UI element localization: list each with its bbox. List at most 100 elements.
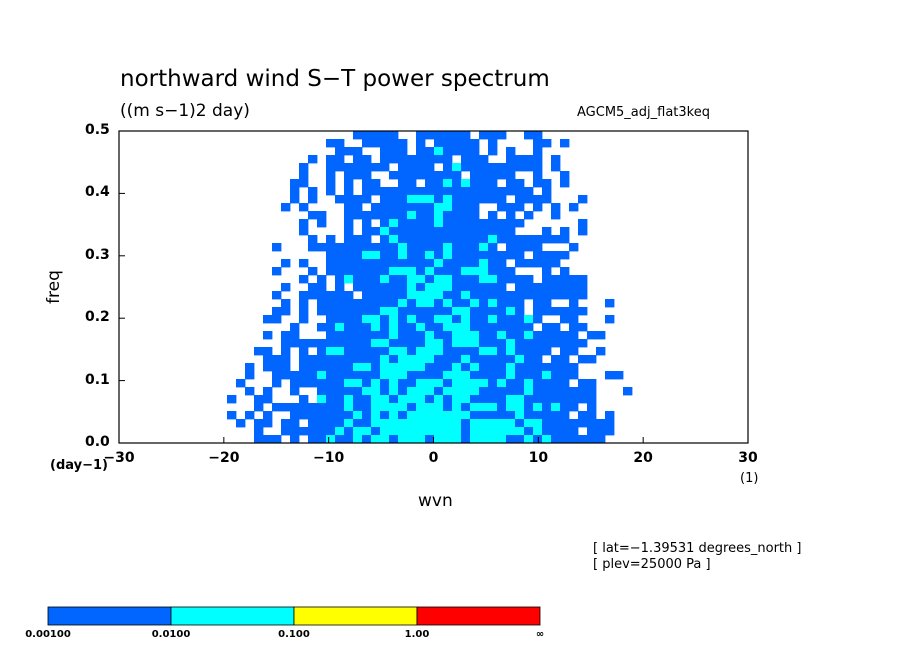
contour-cell: [479, 307, 489, 316]
contour-cell: [443, 291, 453, 300]
contour-cell: [524, 347, 534, 356]
contour-cell: [470, 331, 480, 340]
contour-cell: [380, 283, 390, 292]
contour-cell: [326, 251, 336, 260]
contour-cell: [380, 403, 390, 412]
contour-cell: [362, 267, 372, 276]
contour-cell: [344, 395, 354, 404]
y-axis-unit: (day−1): [50, 458, 108, 473]
contour-cell: [308, 283, 318, 292]
contour-cell: [461, 163, 471, 172]
contour-cell: [434, 347, 444, 356]
contour-cell: [317, 363, 327, 372]
colorbar-swatch: [47, 606, 172, 626]
contour-cell: [389, 283, 399, 292]
contour-cell: [380, 155, 390, 164]
contour-cell: [551, 155, 561, 164]
contour-cell: [317, 243, 327, 252]
contour-cell: [452, 195, 462, 204]
contour-cell: [335, 259, 345, 268]
contour-cell: [560, 347, 570, 356]
contour-cell: [290, 387, 300, 396]
contour-cell: [272, 243, 282, 252]
contour-cell: [515, 363, 525, 372]
contour-cell: [497, 419, 507, 428]
contour-cell: [236, 379, 246, 388]
contour-cell: [317, 395, 327, 404]
contour-cell: [488, 243, 498, 252]
contour-cell: [587, 427, 597, 436]
axis-ticks: [118, 130, 749, 444]
contour-cell: [317, 435, 327, 444]
contour-cell: [461, 243, 471, 252]
contour-cell: [569, 387, 579, 396]
contour-cell: [497, 347, 507, 356]
contour-cell: [569, 315, 579, 324]
contour-cell: [524, 275, 534, 284]
contour-cell: [380, 139, 390, 148]
contour-cell: [299, 379, 309, 388]
contour-cell: [371, 139, 381, 148]
contour-cell: [272, 435, 282, 444]
contour-cell: [452, 259, 462, 268]
contour-cell: [344, 211, 354, 220]
contour-cell: [362, 227, 372, 236]
contour-cell: [254, 395, 264, 404]
contour-cell: [371, 131, 381, 140]
contour-cell: [524, 427, 534, 436]
contour-cell: [533, 291, 543, 300]
contour-cell: [371, 275, 381, 284]
contour-cell: [533, 363, 543, 372]
contour-cell: [479, 323, 489, 332]
contour-cell: [389, 227, 399, 236]
contour-cell: [416, 387, 426, 396]
contour-cell: [479, 243, 489, 252]
contour-cell: [398, 355, 408, 364]
contour-cell: [290, 179, 300, 188]
contour-cell: [371, 291, 381, 300]
contour-cell: [416, 419, 426, 428]
contour-cell: [398, 195, 408, 204]
contour-cell: [398, 267, 408, 276]
contour-cell: [515, 203, 525, 212]
contour-cell: [353, 387, 363, 396]
contour-cell: [560, 395, 570, 404]
contour-cell: [407, 163, 417, 172]
contour-cell: [353, 259, 363, 268]
contour-cell: [497, 379, 507, 388]
colorbar-level-label: 0.00100: [25, 629, 71, 640]
contour-cell: [299, 315, 309, 324]
contour-cell: [389, 395, 399, 404]
contour-cell: [362, 299, 372, 308]
contour-cell: [272, 363, 282, 372]
contour-cell: [371, 355, 381, 364]
contour-cell: [416, 275, 426, 284]
contour-cell: [425, 411, 435, 420]
contour-cell: [470, 371, 480, 380]
contour-cell: [497, 171, 507, 180]
contour-cell: [398, 259, 408, 268]
contour-cell: [380, 331, 390, 340]
contour-cell: [389, 371, 399, 380]
contour-cell: [371, 371, 381, 380]
contour-cell: [470, 219, 480, 228]
contour-cell: [353, 163, 363, 172]
contour-cell: [434, 155, 444, 164]
contour-cell: [353, 315, 363, 324]
contour-cell: [479, 299, 489, 308]
contour-cell: [407, 315, 417, 324]
contour-cell: [398, 347, 408, 356]
contour-cell: [569, 435, 579, 444]
contour-cell: [488, 339, 498, 348]
contour-cell: [506, 171, 516, 180]
contour-cell: [542, 435, 552, 444]
contour-cell: [425, 195, 435, 204]
contour-cell: [398, 411, 408, 420]
contour-cell: [371, 379, 381, 388]
contour-cell: [587, 419, 597, 428]
contour-cell: [407, 291, 417, 300]
contour-cell: [515, 355, 525, 364]
contour-cell: [344, 219, 354, 228]
contour-cell: [416, 235, 426, 244]
contour-cell: [488, 435, 498, 444]
